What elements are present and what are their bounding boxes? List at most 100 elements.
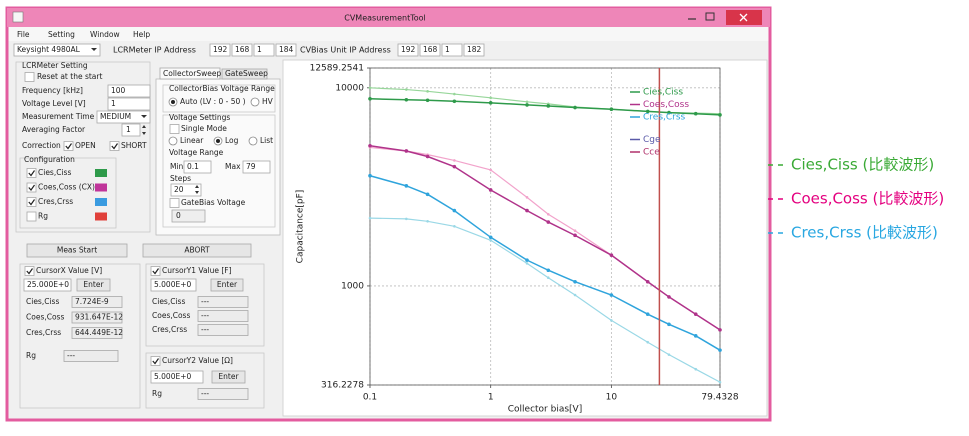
y-tick-label: 316.2278 <box>321 381 364 391</box>
data-point <box>573 279 577 284</box>
legend-label: Cres,Crss <box>643 113 686 123</box>
cursor-y2-field[interactable] <box>150 370 204 384</box>
mode-radio[interactable] <box>168 136 178 146</box>
menu-item[interactable]: File <box>17 30 30 39</box>
legend-label: Coes,Coss (比較波形) <box>791 190 944 208</box>
mode-radio[interactable] <box>248 136 258 146</box>
config-checkbox[interactable] <box>26 182 37 193</box>
instrument-text: Keysight 4980AL <box>17 45 81 54</box>
group-box <box>145 352 265 409</box>
legend-label: Cce <box>643 148 660 158</box>
cursor-x-checkbox-tick <box>26 268 33 275</box>
data-point <box>718 328 722 332</box>
data-point <box>609 107 614 111</box>
radio-label: HV <box>262 97 274 106</box>
ip-field[interactable] <box>419 43 441 57</box>
tab[interactable] <box>221 68 268 80</box>
config-checkbox[interactable] <box>26 197 37 207</box>
reset-checkbox[interactable] <box>24 72 35 82</box>
data-point <box>426 90 429 93</box>
cursor-x-field[interactable] <box>23 278 72 292</box>
menu-item[interactable]: Window <box>90 30 120 39</box>
data-point <box>718 380 722 384</box>
cursor-y1-checkbox[interactable] <box>150 266 161 276</box>
checkbox-label: Single Mode <box>181 124 227 133</box>
enter-button[interactable] <box>211 370 246 384</box>
hv-radio[interactable] <box>250 97 260 107</box>
data-point <box>489 168 492 172</box>
readout-value: --- <box>201 389 209 398</box>
max-field[interactable] <box>242 160 271 174</box>
spin-arrows[interactable] <box>142 125 146 135</box>
ip-field[interactable] <box>463 43 485 57</box>
group-box <box>162 114 276 228</box>
enter-button[interactable] <box>210 278 244 292</box>
config-checkbox-tick <box>28 199 35 206</box>
data-point <box>525 103 529 107</box>
data-point <box>425 192 430 197</box>
data-point <box>645 109 650 114</box>
legend-label: Cies,Ciss <box>643 88 683 98</box>
readout-label: Coes,Coss <box>26 313 64 322</box>
checkbox-label: GateBias Voltage <box>181 198 246 207</box>
text-field[interactable] <box>107 97 151 111</box>
instrument-dropdown[interactable] <box>13 43 101 57</box>
cursor-y1-field[interactable] <box>150 278 197 292</box>
gate-bias-checkbox[interactable] <box>169 198 180 208</box>
data-point <box>368 173 372 178</box>
ip-field[interactable] <box>275 43 297 57</box>
short-checkbox[interactable] <box>109 141 120 151</box>
spin-arrows[interactable] <box>195 185 199 194</box>
ip-field[interactable] <box>253 43 275 57</box>
config-checkbox[interactable] <box>26 211 37 222</box>
field-value: 0 <box>176 211 181 220</box>
config-checkbox[interactable] <box>26 168 37 178</box>
cursor-y2-checkbox-tick <box>152 358 159 365</box>
steps-spin[interactable] <box>170 183 202 197</box>
maximize-button[interactable] <box>705 12 715 21</box>
max-field-text: 79 <box>246 162 256 171</box>
readout-label: Cies,Ciss <box>26 297 59 306</box>
field-label: Averaging Factor <box>22 125 86 134</box>
data-point <box>573 105 577 110</box>
ip-field[interactable] <box>441 43 463 57</box>
open-checkbox[interactable] <box>63 141 74 151</box>
cursor-y2-checkbox[interactable] <box>150 356 161 366</box>
group-box <box>145 263 265 347</box>
enter-button-label: Enter <box>217 280 238 289</box>
data-point <box>646 340 650 344</box>
data-point <box>546 220 551 224</box>
ip-field[interactable] <box>397 43 419 57</box>
readout-box <box>63 350 119 362</box>
meas-start-button-label: Meas Start <box>57 246 97 255</box>
text-field-text: 100 <box>111 86 126 95</box>
cursor-x-checkbox[interactable] <box>24 266 35 276</box>
abort-button-label: ABORT <box>184 246 210 255</box>
ip-field[interactable] <box>231 43 253 57</box>
app-icon <box>12 11 24 23</box>
readout-label: Coes,Coss <box>152 311 190 320</box>
data-point <box>546 104 551 108</box>
menu-item[interactable]: Help <box>133 30 150 39</box>
x-tick-label: 79.4328 <box>701 393 738 403</box>
single-mode-checkbox[interactable] <box>169 124 180 134</box>
menu-bar <box>8 27 769 41</box>
readout-value: --- <box>67 351 75 360</box>
ip-field[interactable] <box>209 43 231 57</box>
readout-value: --- <box>201 297 209 306</box>
radio-label: Log <box>225 136 239 145</box>
tab-label[interactable]: GateSweep <box>225 69 268 78</box>
tab-active[interactable] <box>159 67 221 80</box>
text-field[interactable] <box>107 84 151 98</box>
abort-button[interactable] <box>142 243 252 258</box>
spin-box[interactable] <box>121 123 141 137</box>
menu-item[interactable]: Setting <box>48 30 75 39</box>
gate-bias-field[interactable] <box>171 209 206 223</box>
meas-start-button[interactable] <box>26 243 128 258</box>
enter-button[interactable] <box>76 278 111 292</box>
tab-label[interactable]: CollectorSweep <box>163 69 221 78</box>
data-point <box>573 293 577 297</box>
dropdown[interactable] <box>96 110 151 124</box>
config-color <box>95 212 107 221</box>
min-field[interactable] <box>183 160 212 174</box>
